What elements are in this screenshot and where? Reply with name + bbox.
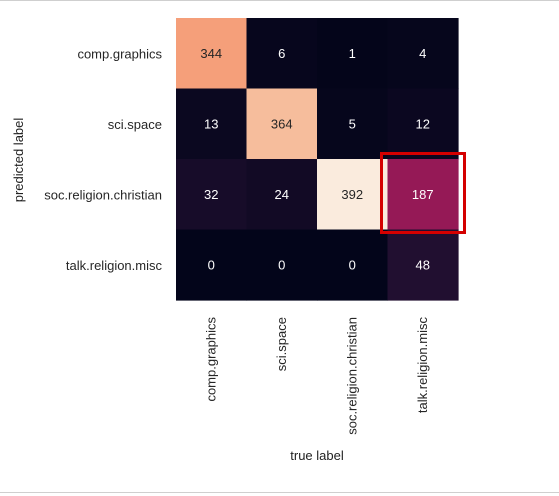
heatmap-cell — [387, 88, 459, 160]
frame-top-border — [0, 0, 559, 1]
heatmap-cell — [387, 229, 459, 301]
cell-value-label: 344 — [200, 46, 222, 61]
heatmap-cell — [176, 229, 248, 301]
y-tick-label: soc.religion.christian — [44, 187, 162, 202]
x-axis-label: true label — [290, 448, 344, 463]
cell-value-label: 13 — [204, 116, 218, 131]
cell-value-label: 5 — [349, 116, 356, 131]
heatmap-cell — [317, 229, 389, 301]
cell-value-label: 24 — [275, 187, 289, 202]
y-axis-label: predicted label — [11, 118, 26, 203]
y-tick-label: sci.space — [108, 117, 162, 132]
cell-value-label: 0 — [208, 257, 215, 272]
heatmap-cell — [246, 18, 318, 90]
cell-value-label: 0 — [278, 257, 285, 272]
cell-value-label: 364 — [271, 116, 293, 131]
heatmap-cell — [317, 18, 389, 90]
heatmap-cell — [317, 88, 389, 160]
cell-value-label: 187 — [412, 187, 434, 202]
cell-value-label: 0 — [349, 257, 356, 272]
heatmap-cell — [176, 18, 248, 90]
heatmap-cell — [246, 229, 318, 301]
cell-value-label: 6 — [278, 46, 285, 61]
x-tick-label: comp.graphics — [203, 317, 218, 402]
heatmap-cell — [246, 159, 318, 231]
x-tick-label: talk.religion.misc — [415, 317, 430, 414]
heatmap-cell — [176, 159, 248, 231]
highlight-box — [380, 152, 466, 234]
cell-value-label: 32 — [204, 187, 218, 202]
x-tick-label: sci.space — [274, 317, 289, 371]
heatmap-cell — [387, 18, 459, 90]
y-tick-label: comp.graphics — [77, 46, 162, 61]
cell-value-label: 48 — [416, 257, 430, 272]
x-tick-label: soc.religion.christian — [344, 317, 359, 435]
cell-value-label: 4 — [419, 46, 426, 61]
cell-value-label: 1 — [349, 46, 356, 61]
cell-value-label: 392 — [341, 187, 363, 202]
frame-bottom-border — [0, 492, 559, 493]
heatmap-cell — [317, 159, 389, 231]
y-tick-label: talk.religion.misc — [66, 258, 163, 273]
cell-value-label: 12 — [416, 116, 430, 131]
heatmap-cell — [387, 159, 459, 231]
heatmap-cell — [246, 88, 318, 160]
heatmap-cell — [176, 88, 248, 160]
